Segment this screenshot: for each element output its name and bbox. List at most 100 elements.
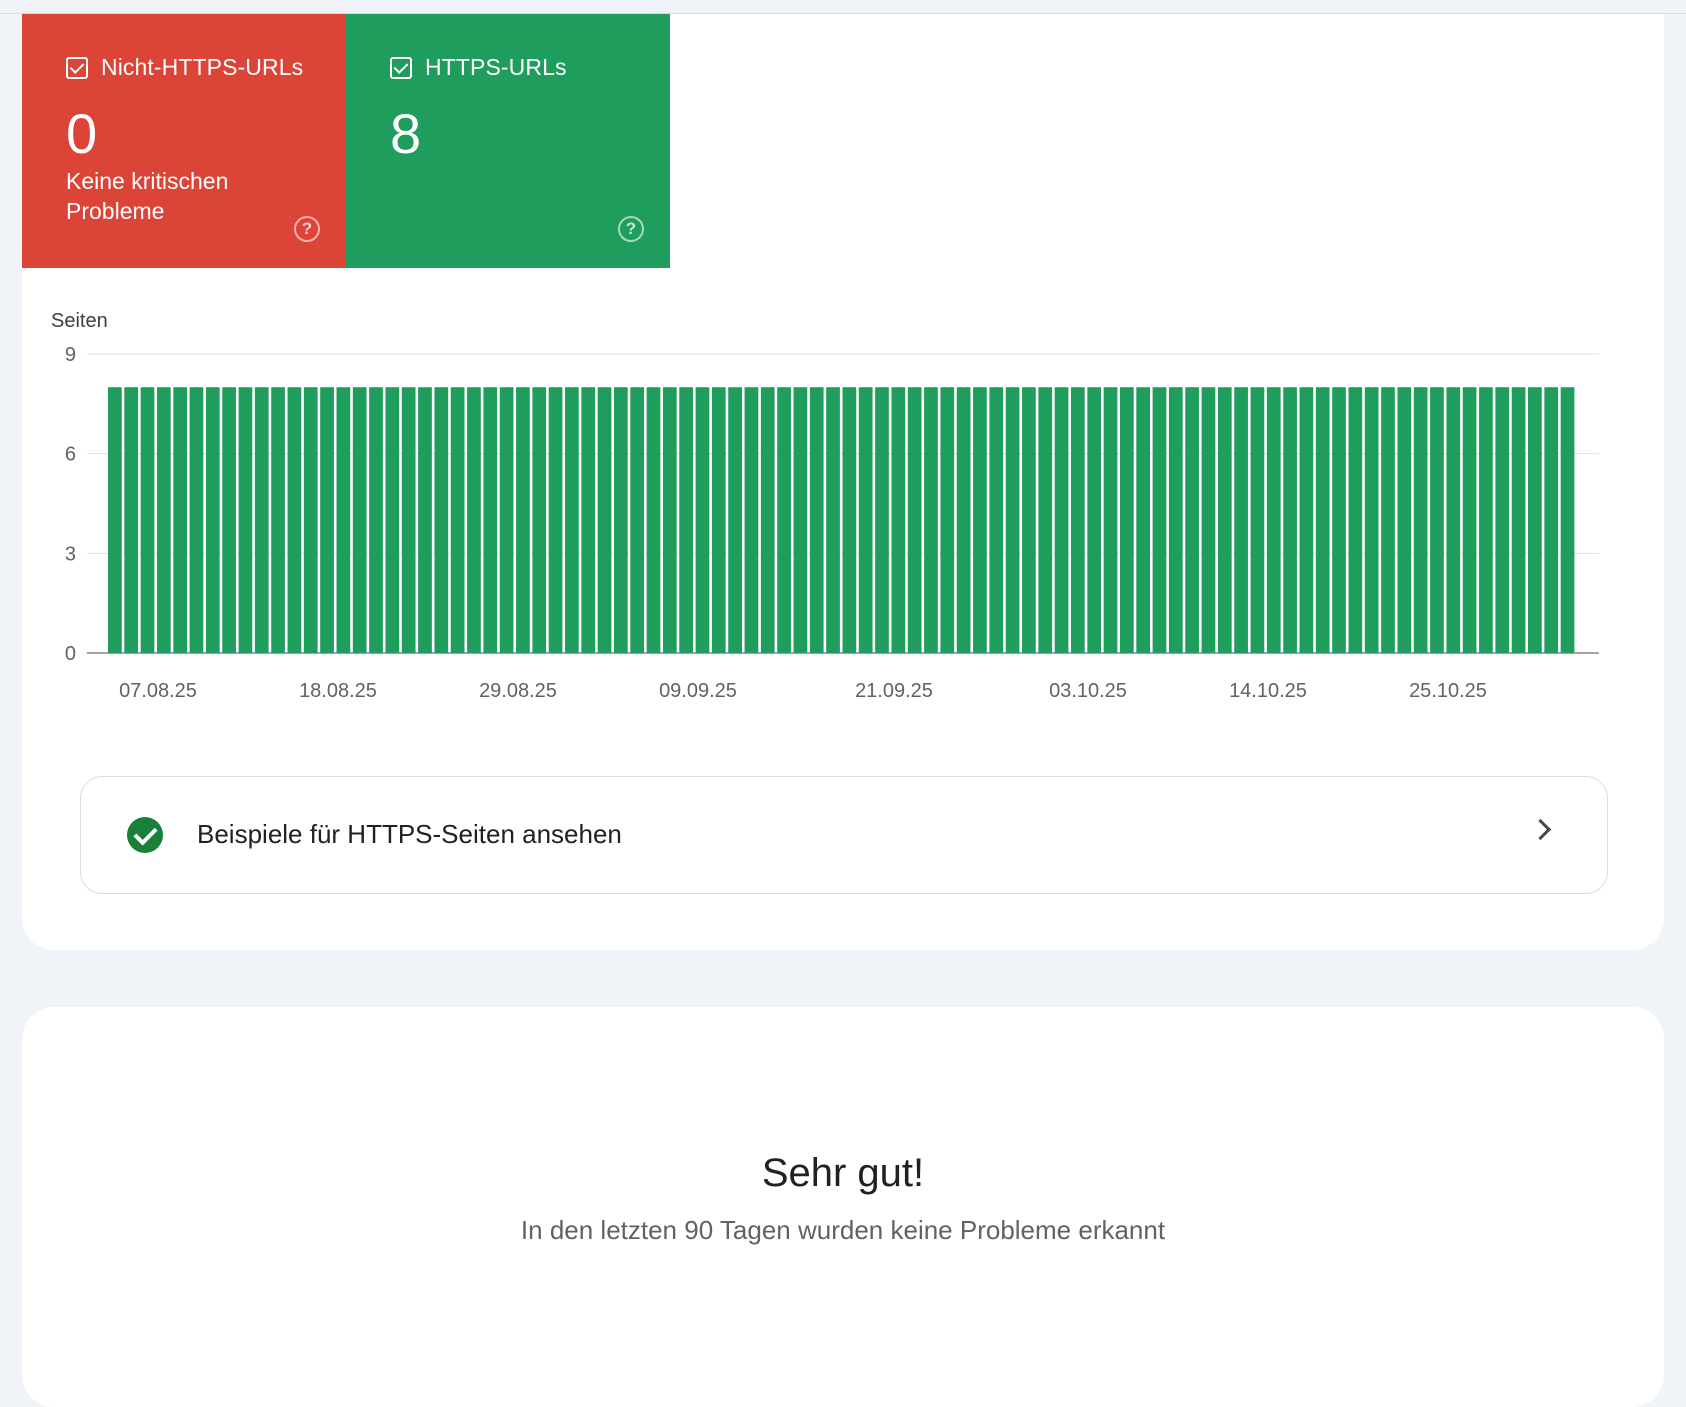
chart-bar[interactable] xyxy=(1446,387,1461,653)
chart-bar[interactable] xyxy=(924,387,938,653)
chart-bar[interactable] xyxy=(744,387,759,653)
chart-bar[interactable] xyxy=(1217,387,1232,653)
chart-bar[interactable] xyxy=(499,387,514,653)
non-https-tile[interactable]: Nicht-HTTPS-URLs 0 Keine kritischen Prob… xyxy=(22,14,346,268)
chart-bar[interactable] xyxy=(336,387,351,653)
chart-bar[interactable] xyxy=(597,387,612,653)
chart-bar[interactable] xyxy=(613,387,628,653)
chart-bar[interactable] xyxy=(1413,387,1428,653)
chart-bar[interactable] xyxy=(695,387,710,653)
chart-bar[interactable] xyxy=(973,387,987,653)
checkbox-icon[interactable] xyxy=(390,56,412,79)
chart-bar[interactable] xyxy=(532,387,547,653)
chart-bar[interactable] xyxy=(891,387,906,653)
chart-bar[interactable] xyxy=(516,387,530,653)
y-tick-label: 3 xyxy=(65,543,76,565)
chart-bar[interactable] xyxy=(548,387,563,653)
view-https-examples-row[interactable]: Beispiele für HTTPS-Seiten ansehen xyxy=(80,776,1608,894)
chart-bar[interactable] xyxy=(662,387,677,653)
chart-bar[interactable] xyxy=(565,387,579,653)
chart-bar[interactable] xyxy=(108,387,122,653)
checkbox-icon[interactable] xyxy=(66,56,88,79)
chart-bar[interactable] xyxy=(1528,387,1542,653)
chart-bar[interactable] xyxy=(1283,387,1297,653)
chart-bar[interactable] xyxy=(205,387,220,653)
chart-bar[interactable] xyxy=(1299,387,1314,653)
chart-bar[interactable] xyxy=(369,387,383,653)
chart-bar[interactable] xyxy=(254,387,269,653)
chart-bar[interactable] xyxy=(1511,387,1526,653)
chart-bar[interactable] xyxy=(434,387,449,653)
chart-bar[interactable] xyxy=(940,387,955,653)
chart-bar[interactable] xyxy=(1152,387,1167,653)
chart-bar[interactable] xyxy=(287,387,302,653)
help-icon[interactable]: ? xyxy=(618,216,644,242)
chart-bar[interactable] xyxy=(646,387,661,653)
chart-bar[interactable] xyxy=(1071,387,1085,653)
chart-bar[interactable] xyxy=(238,387,253,653)
chart-bar[interactable] xyxy=(1430,387,1444,653)
chart-bar[interactable] xyxy=(418,387,432,653)
chart-bar[interactable] xyxy=(189,387,204,653)
chart-bar[interactable] xyxy=(1266,387,1281,653)
chart-bar[interactable] xyxy=(450,387,465,653)
chart-bar[interactable] xyxy=(1462,387,1477,653)
chart-bar[interactable] xyxy=(842,387,857,653)
chart-bar[interactable] xyxy=(875,387,889,653)
https-tile[interactable]: HTTPS-URLs 8 ? xyxy=(346,14,670,268)
help-icon[interactable]: ? xyxy=(294,216,320,242)
chart-bar[interactable] xyxy=(271,387,285,653)
non-https-count: 0 xyxy=(66,102,98,165)
chart-bar[interactable] xyxy=(809,387,824,653)
chart-bar[interactable] xyxy=(1168,387,1183,653)
chart-bar[interactable] xyxy=(1022,387,1036,653)
chart-bar[interactable] xyxy=(1185,387,1199,653)
chart-bar[interactable] xyxy=(467,387,481,653)
chart-bar[interactable] xyxy=(777,387,791,653)
chart-bar[interactable] xyxy=(320,387,334,653)
chart-bar[interactable] xyxy=(124,387,139,653)
y-tick-label: 6 xyxy=(65,444,76,466)
chart-bar[interactable] xyxy=(1544,387,1559,653)
chart-bar[interactable] xyxy=(352,387,367,653)
chart-bar[interactable] xyxy=(793,387,808,653)
chart-bar[interactable] xyxy=(679,387,693,653)
chart-bar[interactable] xyxy=(1038,387,1053,653)
chart-bar[interactable] xyxy=(630,387,645,653)
chart-bar[interactable] xyxy=(483,387,498,653)
chart-bar[interactable] xyxy=(907,387,922,653)
chart-bar[interactable] xyxy=(1560,387,1575,653)
chart-bar[interactable] xyxy=(1479,387,1493,653)
chart-bar[interactable] xyxy=(826,387,840,653)
chart-bar[interactable] xyxy=(760,387,775,653)
chart-bar[interactable] xyxy=(1381,387,1395,653)
chart-bar[interactable] xyxy=(1348,387,1363,653)
chart-bar[interactable] xyxy=(1087,387,1102,653)
chart-bar[interactable] xyxy=(1234,387,1248,653)
chart-bar[interactable] xyxy=(1397,387,1412,653)
chart-bar[interactable] xyxy=(1103,387,1118,653)
chart-bar[interactable] xyxy=(156,387,171,653)
chart-bar[interactable] xyxy=(1136,387,1151,653)
chart-bar[interactable] xyxy=(1250,387,1265,653)
chart-bar[interactable] xyxy=(1332,387,1346,653)
chart-bar[interactable] xyxy=(222,387,236,653)
chart-bar[interactable] xyxy=(956,387,971,653)
chart-bar[interactable] xyxy=(303,387,318,653)
chart-bar[interactable] xyxy=(1054,387,1069,653)
chart-bar[interactable] xyxy=(581,387,596,653)
chart-bar[interactable] xyxy=(1005,387,1020,653)
chart-bar[interactable] xyxy=(385,387,400,653)
chart-bar[interactable] xyxy=(401,387,416,653)
chart-bar[interactable] xyxy=(858,387,873,653)
chart-bar[interactable] xyxy=(173,387,188,653)
chart-bar[interactable] xyxy=(1119,387,1134,653)
chart-bar[interactable] xyxy=(1201,387,1216,653)
chart-bar[interactable] xyxy=(1315,387,1330,653)
chart-bar[interactable] xyxy=(989,387,1004,653)
chart-bar[interactable] xyxy=(1495,387,1510,653)
chart-bar[interactable] xyxy=(728,387,742,653)
chart-bar[interactable] xyxy=(711,387,726,653)
chart-bar[interactable] xyxy=(140,387,155,653)
chart-bar[interactable] xyxy=(1364,387,1379,653)
